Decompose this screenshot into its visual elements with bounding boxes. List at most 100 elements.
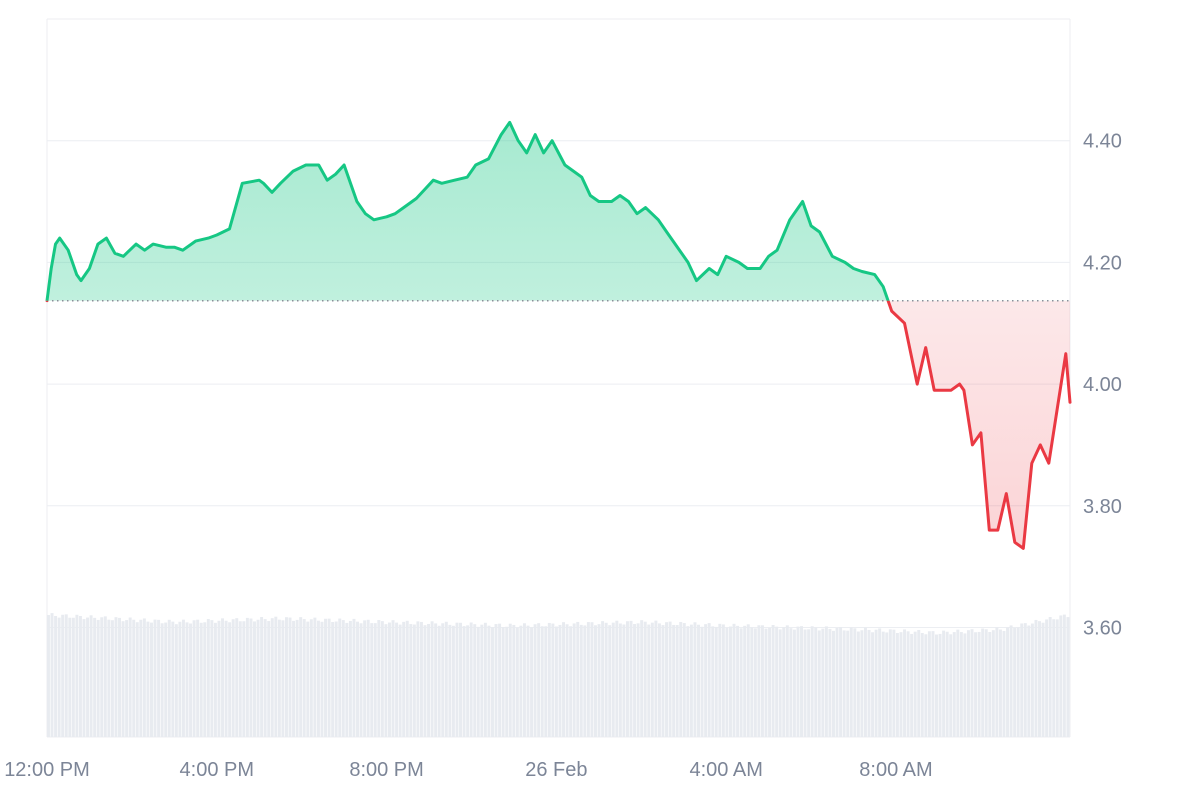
volume-bar: [1066, 617, 1070, 737]
volume-bar: [952, 632, 956, 737]
price-line-up: [45, 120, 890, 301]
volume-bar: [199, 622, 203, 737]
volume-bar: [615, 620, 619, 737]
volume-bar: [789, 628, 793, 737]
volume-bar: [68, 617, 72, 737]
y-axis: 4.40 4.20 4.00 3.80 3.60: [1083, 131, 1122, 640]
volume-bar: [377, 620, 381, 737]
volume-bar: [110, 620, 114, 737]
volume-bar: [920, 632, 924, 737]
volume-bar: [643, 621, 647, 737]
volume-bar: [476, 626, 480, 737]
volume-bar: [483, 622, 487, 737]
volume-bar: [931, 631, 935, 737]
volume-bar: [217, 620, 221, 737]
volume-bar: [988, 632, 992, 737]
volume-bar: [231, 619, 235, 737]
volume-bar: [1045, 619, 1049, 737]
volume-bar: [118, 617, 121, 737]
volume-bar: [792, 629, 796, 737]
volume-bar: [380, 621, 384, 737]
y-tick-label: 4.00: [1083, 374, 1122, 396]
volume-bar: [57, 617, 61, 737]
volume-bar: [455, 622, 459, 737]
volume-bar: [924, 634, 928, 737]
volume-bar: [697, 624, 700, 737]
volume-bar: [693, 622, 697, 737]
volume-bar: [942, 630, 946, 737]
x-tick-label: 8:00 PM: [349, 759, 423, 781]
volume-bar: [206, 619, 210, 737]
volume-bar: [594, 625, 597, 737]
volume-bar: [611, 622, 615, 737]
volume-bar: [1009, 625, 1013, 737]
volume-bar: [679, 621, 683, 737]
volume-bar: [384, 624, 388, 737]
volume-bar: [835, 627, 839, 737]
volume-bar: [608, 625, 612, 737]
volume-bar: [565, 624, 569, 737]
volume-bar: [78, 615, 82, 737]
volume-bar: [437, 625, 441, 737]
volume-bar: [863, 627, 867, 737]
volume-bar: [768, 627, 772, 737]
volume-bar: [888, 629, 892, 737]
volume-bar: [295, 619, 299, 737]
volume-bar: [633, 623, 637, 737]
volume-bar: [586, 622, 590, 737]
volume-bar: [71, 617, 75, 737]
volume-bar: [622, 624, 626, 737]
volume-bar: [903, 629, 907, 737]
volume-bar: [871, 632, 875, 737]
volume-bar: [174, 624, 178, 737]
volume-bar: [61, 614, 65, 737]
volume-bar: [213, 622, 217, 737]
volume-bar: [466, 625, 470, 737]
y-tick-label: 3.80: [1083, 496, 1122, 518]
volume-bar: [157, 619, 161, 737]
volume-bar: [718, 623, 722, 737]
volume-bar: [491, 627, 494, 737]
volume-bar: [601, 621, 605, 737]
volume-bar: [856, 631, 860, 737]
volume-bar: [711, 626, 715, 737]
volume-bar: [405, 620, 409, 737]
volume-bar: [391, 620, 395, 737]
volume-bar: [203, 622, 207, 737]
volume-bar: [512, 624, 516, 737]
volume-bar: [828, 628, 832, 737]
volume-bar: [316, 620, 320, 737]
volume-bar: [860, 630, 864, 737]
volume-bar: [892, 629, 896, 737]
volume-bar: [441, 623, 445, 737]
volume-bar: [885, 632, 889, 737]
volume-bar: [981, 628, 985, 737]
volume-bar: [515, 627, 519, 737]
volume-bar: [618, 623, 622, 737]
volume-bar: [782, 627, 786, 737]
volume-bar: [416, 621, 420, 737]
volume-bar: [1006, 627, 1010, 737]
volume-bar: [675, 625, 679, 737]
volume-bar: [519, 625, 523, 737]
volume-bar: [917, 629, 921, 737]
volume-bar: [107, 619, 111, 737]
volume-bar: [54, 615, 58, 737]
volume-bar: [700, 626, 704, 737]
volume-bar: [736, 625, 740, 737]
volume-bar: [1013, 627, 1017, 737]
volume-bar: [814, 627, 818, 737]
volume-bar: [807, 629, 811, 737]
volume-bar: [302, 619, 306, 737]
volume-bar: [178, 621, 182, 737]
volume-bar: [89, 615, 93, 737]
volume-bar: [370, 623, 374, 737]
x-tick-label: 26 Feb: [525, 759, 587, 781]
volume-bar: [171, 621, 175, 737]
volume-bar: [135, 622, 139, 737]
volume-bar: [913, 631, 917, 737]
volume-bar: [959, 632, 963, 737]
volume-bar: [263, 619, 267, 737]
volume-bar: [821, 628, 825, 737]
volume-bar: [562, 622, 566, 737]
